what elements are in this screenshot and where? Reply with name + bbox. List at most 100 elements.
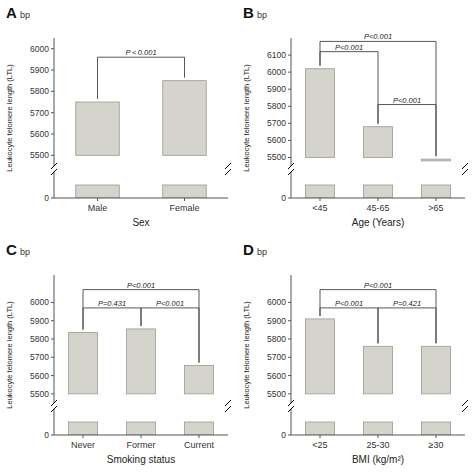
y-axis-label: Leukocyte telomere length (LTL) <box>242 64 251 172</box>
break-mark <box>51 400 57 406</box>
y-tick <box>288 357 291 358</box>
y-tick-label: 5600 <box>267 371 286 381</box>
y-tick <box>288 375 291 376</box>
y-tick-label: 5900 <box>30 65 49 75</box>
bar <box>422 346 451 394</box>
x-tick <box>320 198 321 201</box>
stub-bar <box>163 185 207 198</box>
x-tick <box>436 435 437 438</box>
y-tick <box>51 375 54 376</box>
stub-bars <box>306 185 451 198</box>
x-tick <box>378 435 379 438</box>
break-mark <box>462 400 468 406</box>
x-tick-label: ≥30 <box>429 440 444 450</box>
y-tick-label: 5900 <box>267 84 286 94</box>
break-mark <box>462 169 468 175</box>
y-tick <box>288 339 291 340</box>
bar <box>69 333 98 394</box>
significance-label: P=0.431 <box>98 299 126 308</box>
y-axis-stub <box>54 409 55 435</box>
bar <box>422 159 451 161</box>
y-tick <box>51 320 54 321</box>
stub-y-tick-label: 0 <box>44 430 49 440</box>
x-tick-label: Former <box>127 440 156 450</box>
y-tick-label: 5500 <box>267 152 286 162</box>
y-tick-label: 6100 <box>267 50 286 60</box>
stub-bars <box>306 422 451 435</box>
x-tick-label: 25-30 <box>366 440 389 450</box>
break-mark <box>225 400 231 406</box>
stub-bar <box>422 422 451 435</box>
significance-bracket <box>320 290 436 344</box>
chart: Abp5500560057005800590060000MaleFemaleSe… <box>0 0 474 474</box>
break-mark <box>225 163 231 169</box>
stub-bar <box>185 422 214 435</box>
y-tick-label: 5500 <box>30 150 49 160</box>
y-tick <box>51 91 54 92</box>
panel-title: A <box>6 4 17 21</box>
y-tick <box>51 134 54 135</box>
significance-label: P<0.001 <box>127 281 155 290</box>
bar <box>185 366 214 394</box>
break-mark <box>225 406 231 412</box>
y-tick-label: 5700 <box>30 108 49 118</box>
y-tick <box>51 70 54 71</box>
y-tick-label: 6000 <box>267 67 286 77</box>
break-mark <box>51 406 57 412</box>
x-tick <box>320 435 321 438</box>
significance-bracket <box>98 57 185 99</box>
panel: Cbp5500560057005800590060000NeverFormerC… <box>5 241 231 465</box>
stub-y-tick-label: 0 <box>281 430 286 440</box>
y-tick <box>51 357 54 358</box>
significance-label: P<0.001 <box>156 299 184 308</box>
stub-y-tick <box>51 198 54 199</box>
y-tick <box>288 393 291 394</box>
y-axis-label: Leukocyte telomere length (LTL) <box>5 301 14 409</box>
y-tick <box>288 106 291 107</box>
stub-bar <box>76 185 120 198</box>
bar <box>76 102 120 155</box>
x-tick-label: <45 <box>312 203 327 213</box>
x-tick <box>199 435 200 438</box>
x-tick <box>378 198 379 201</box>
significance-label: P<0.001 <box>393 96 421 105</box>
significance-bracket <box>83 290 199 363</box>
y-tick-label: 6000 <box>267 297 286 307</box>
stub-bar <box>306 422 335 435</box>
bar <box>364 346 393 394</box>
y-tick-label: 5900 <box>267 316 286 326</box>
y-tick-label: 5600 <box>30 129 49 139</box>
y-axis-label: Leukocyte telomere length (LTL) <box>242 301 251 409</box>
y-tick-label: 5800 <box>267 101 286 111</box>
x-axis-label: Smoking status <box>107 454 175 465</box>
y-tick <box>288 157 291 158</box>
significance-bracket <box>83 308 141 330</box>
bar <box>306 319 335 394</box>
y-tick <box>288 320 291 321</box>
y-tick <box>51 339 54 340</box>
y-tick-label: 5500 <box>267 389 286 399</box>
y-axis-label: Leukocyte telomere length (LTL) <box>5 64 14 172</box>
y-tick <box>288 72 291 73</box>
y-tick-label: 5500 <box>30 389 49 399</box>
stub-y-tick <box>288 198 291 199</box>
y-tick-label: 5800 <box>267 334 286 344</box>
y-tick-label: 5900 <box>30 316 49 326</box>
x-tick-label: Female <box>169 203 199 213</box>
y-tick <box>288 55 291 56</box>
y-axis-stub <box>291 409 292 435</box>
y-tick-label: 5800 <box>30 86 49 96</box>
y-tick <box>288 140 291 141</box>
stub-bar <box>364 185 393 198</box>
y-tick <box>51 112 54 113</box>
stub-bar <box>306 185 335 198</box>
y-tick <box>51 48 54 49</box>
x-tick <box>83 435 84 438</box>
panel-title: B <box>243 4 254 21</box>
bar <box>306 69 335 158</box>
significance-label: P < 0.001 <box>125 48 156 57</box>
break-mark <box>51 163 57 169</box>
significance-label: P=0.421 <box>393 299 421 308</box>
y-tick-label: 5700 <box>30 352 49 362</box>
panel-subtitle: bp <box>257 247 267 257</box>
